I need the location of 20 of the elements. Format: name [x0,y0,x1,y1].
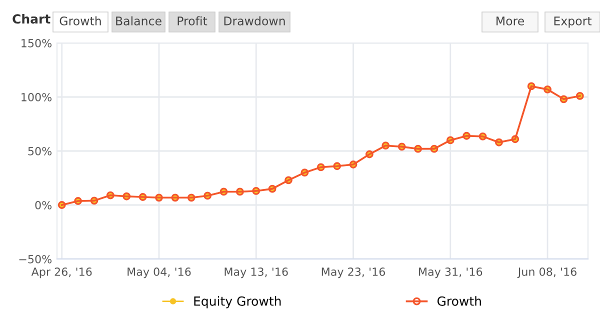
x-tick-label: May 13, '16 [224,268,288,278]
legend-label: Equity Growth [194,296,281,308]
legend-label: Growth [437,296,481,306]
text: Profit [178,16,208,26]
text: Drawdown [224,16,285,26]
x-tick-label: May 04, '16 [128,268,191,278]
y-tick-label: 0% [35,200,52,210]
y-tick-label: 50% [28,146,52,156]
x-tick-label: May 23, '16 [322,268,386,278]
text: More [496,16,524,26]
y-tick-label: 150% [22,38,52,48]
text: Export [554,16,592,28]
text: Growth [60,16,101,26]
x-tick-label: May 31, '16 [419,268,482,278]
x-tick-label: Apr 26, '16 [31,268,92,278]
text: Balance [116,16,162,26]
y-tick-label: −50% [19,254,52,264]
x-tick-label: Jun 08, '16 [517,268,576,278]
chart-title: Chart [12,14,50,24]
y-tick-label: 100% [22,92,52,102]
